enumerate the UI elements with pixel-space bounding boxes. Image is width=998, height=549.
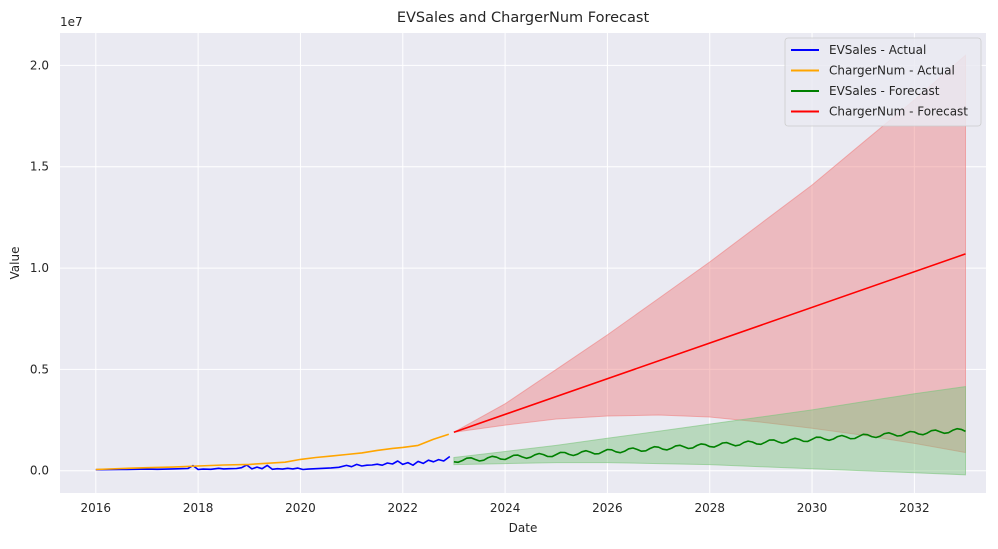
legend-label: EVSales - Actual	[829, 43, 926, 57]
evsales-actualline	[95, 455, 451, 471]
legend-label: EVSales - Forecast	[829, 84, 940, 98]
x-tick-label: 2022	[388, 501, 419, 515]
evsales-forecastline	[453, 427, 966, 464]
x-tick-label: 2030	[797, 501, 828, 515]
y-tick-label: 1.5	[30, 160, 49, 174]
x-tick-label: 2016	[81, 501, 112, 515]
x-tick-label: 2028	[694, 501, 725, 515]
legend-label: ChargerNum - Forecast	[829, 105, 968, 119]
y-tick-label: 1.0	[30, 261, 49, 275]
y-axis-offset-label: 1e7	[60, 15, 83, 29]
legend: EVSales - Actual ChargerNum - Actual EVSal…	[784, 37, 982, 127]
x-tick-label: 2032	[899, 501, 930, 515]
y-tick-label: 0.0	[30, 464, 49, 478]
y-tick-label: 2.0	[30, 58, 49, 72]
x-tick-label: 2026	[592, 501, 623, 515]
legend-box	[784, 37, 982, 127]
chargernum-actualline	[95, 433, 450, 471]
chart-title: EVSales and ChargerNum Forecast	[397, 10, 650, 26]
evsales-forecastband	[453, 386, 966, 476]
series-lines	[95, 253, 966, 471]
y-tick-label: 0.5	[30, 362, 49, 376]
legend-label: ChargerNum - Actual	[829, 64, 955, 78]
chargernum-forecastline	[453, 253, 966, 433]
x-axis-label: Date	[509, 521, 538, 535]
x-tick-label: 2018	[183, 501, 214, 515]
x-tick-label: 2020	[285, 501, 316, 515]
x-tick-label: 2024	[490, 501, 521, 515]
y-axis-label: Value	[8, 247, 22, 280]
tick-labels: 2016 2018 2020 2022 2024 2026 2028 2030 2032 0.0 0…	[30, 58, 930, 515]
